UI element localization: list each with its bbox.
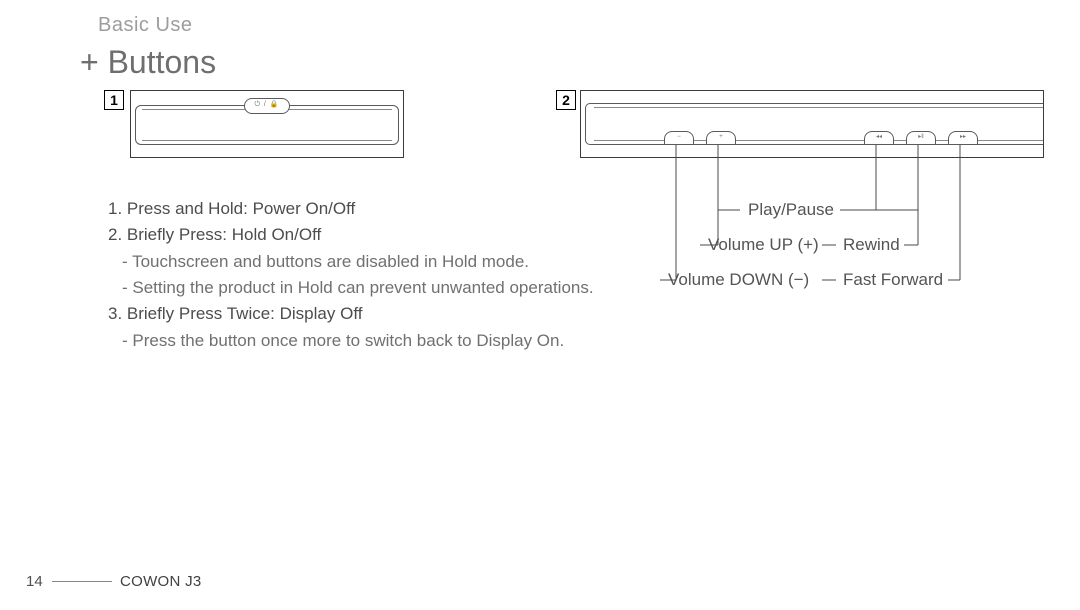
figure-1-edge-bottom — [142, 140, 392, 141]
instr-3a: - Press the button once more to switch b… — [108, 328, 594, 354]
figure-2-play-pause-button: ▸‖ — [906, 131, 936, 145]
rewind-icon: ◂◂ — [865, 133, 893, 141]
figure-2-number: 2 — [556, 90, 576, 110]
page-title: + Buttons — [80, 44, 216, 81]
label-volume-down: Volume DOWN (−) — [668, 270, 809, 290]
section-label: Basic Use — [98, 14, 193, 37]
page-number: 14 — [26, 573, 43, 590]
fast-forward-icon: ▸▸ — [949, 133, 977, 141]
play-pause-icon: ▸‖ — [907, 133, 935, 141]
figure-1: ⏻ / 🔒 — [130, 90, 404, 158]
instr-2b: - Setting the product in Hold can preven… — [108, 275, 594, 301]
instr-2a: - Touchscreen and buttons are disabled i… — [108, 249, 594, 275]
label-play-pause: Play/Pause — [748, 200, 834, 220]
label-volume-up: Volume UP (+) — [708, 235, 819, 255]
title-prefix: + — [80, 44, 99, 80]
label-rewind: Rewind — [843, 235, 900, 255]
figure-2-rewind-button: ◂◂ — [864, 131, 894, 145]
power-hold-icon: ⏻ / 🔒 — [254, 100, 279, 109]
title-text: Buttons — [108, 44, 217, 80]
instructions: 1. Press and Hold: Power On/Off 2. Brief… — [108, 196, 594, 354]
figure-2-vol-down-button: − — [664, 131, 694, 145]
product-model: COWON J3 — [120, 573, 202, 590]
minus-icon: − — [665, 133, 693, 141]
figure-1-device: ⏻ / 🔒 — [135, 105, 399, 145]
instr-2: 2. Briefly Press: Hold On/Off — [108, 222, 594, 248]
figure-2: − + ◂◂ ▸‖ ▸▸ — [580, 90, 1044, 158]
instr-1: 1. Press and Hold: Power On/Off — [108, 196, 594, 222]
label-fast-forward: Fast Forward — [843, 270, 943, 290]
figure-2-device: − + ◂◂ ▸‖ ▸▸ — [585, 103, 1043, 145]
footer-divider — [52, 581, 112, 582]
plus-icon: + — [707, 133, 735, 141]
figure-1-number: 1 — [104, 90, 124, 110]
figure-2-fast-forward-button: ▸▸ — [948, 131, 978, 145]
figure-2-vol-up-button: + — [706, 131, 736, 145]
instr-3: 3. Briefly Press Twice: Display Off — [108, 301, 594, 327]
manual-page: Basic Use + Buttons 1 ⏻ / 🔒 2 − + ◂◂ ▸‖ … — [0, 0, 1080, 610]
figure-2-edge-top — [594, 107, 1043, 108]
